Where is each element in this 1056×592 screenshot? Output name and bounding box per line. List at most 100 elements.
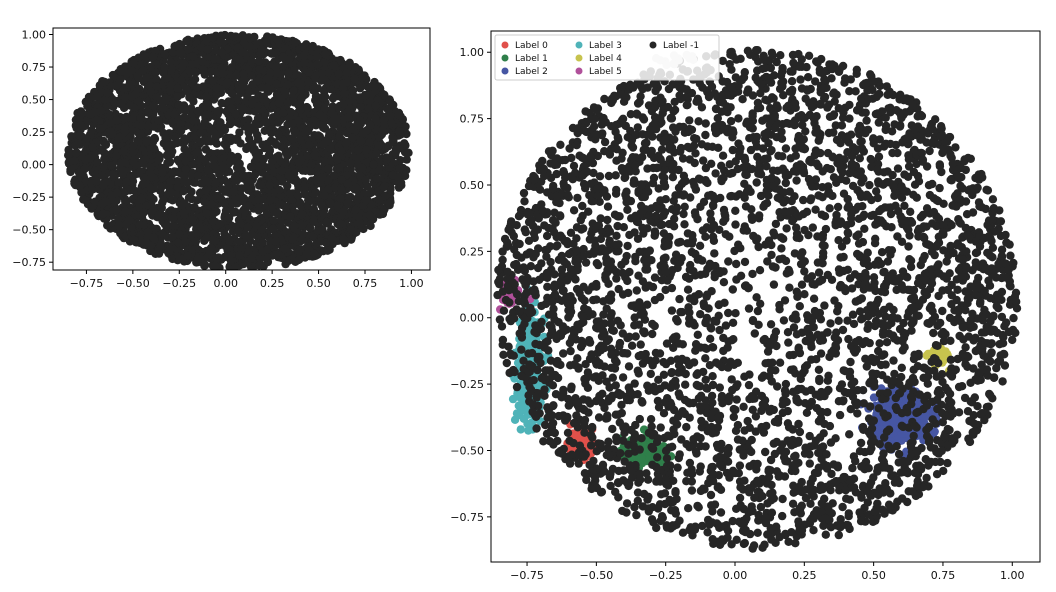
data-point: [235, 55, 244, 64]
data-point: [200, 236, 209, 245]
data-point: [272, 153, 281, 162]
data-point: [227, 103, 236, 113]
data-point: [107, 161, 116, 170]
data-point: [176, 48, 186, 58]
data-point: [225, 115, 235, 124]
data-point: [362, 145, 371, 154]
data-point: [352, 183, 361, 193]
data-point: [72, 149, 81, 158]
data-point: [136, 114, 146, 123]
data-point: [198, 57, 207, 66]
data-point: [386, 111, 395, 121]
data-point: [111, 205, 121, 215]
data-point: [195, 164, 204, 173]
data-point: [238, 48, 247, 57]
data-point: [168, 221, 178, 230]
data-point: [143, 228, 153, 237]
data-point: [380, 90, 389, 100]
data-point: [339, 235, 348, 244]
data-point: [129, 157, 138, 167]
data-point: [309, 217, 318, 226]
data-point: [354, 192, 364, 201]
data-point: [122, 177, 131, 187]
data-point: [150, 144, 159, 153]
data-point: [277, 166, 286, 176]
data-point: [249, 32, 259, 42]
data-point: [247, 71, 256, 80]
data-point: [343, 199, 352, 208]
data-point: [147, 172, 157, 182]
data-point: [365, 211, 374, 220]
data-point: [254, 162, 264, 172]
data-point: [254, 56, 264, 66]
data-point: [351, 62, 360, 72]
data-point: [97, 171, 107, 180]
data-point: [304, 140, 314, 149]
data-point: [269, 216, 278, 225]
data-point: [221, 206, 231, 215]
data-point: [346, 225, 356, 234]
data-point: [300, 58, 309, 68]
data-point: [229, 187, 238, 197]
data-point: [337, 175, 346, 184]
data-point: [157, 182, 166, 192]
data-point: [152, 82, 161, 92]
scatter-chart-right: −0.75 −0.50 −0.25 0.00 0.25 0.50 0.75 1.001.000…: [450, 30, 1041, 582]
data-point: [395, 164, 404, 173]
data-point: [384, 105, 393, 114]
data-point: [205, 247, 214, 256]
data-point: [173, 84, 182, 93]
data-point: [322, 217, 331, 227]
data-point: [346, 158, 355, 168]
data-point: [310, 249, 319, 259]
data-point: [77, 109, 87, 118]
y-tick-label: 1.00: [22, 29, 47, 42]
data-point: [335, 132, 344, 141]
data-point: [200, 175, 209, 184]
data-point: [244, 247, 253, 256]
data-point: [262, 84, 272, 93]
data-point: [389, 135, 398, 144]
data-point: [93, 158, 102, 167]
data-point: [170, 110, 179, 119]
data-point: [317, 201, 326, 210]
data-point: [201, 156, 210, 165]
data-point: [305, 223, 315, 233]
data-point: [182, 36, 191, 46]
data-point: [231, 110, 240, 119]
data-point: [291, 127, 300, 136]
data-point: [211, 179, 220, 188]
data-point: [175, 229, 184, 239]
data-point: [265, 77, 274, 86]
data-point: [346, 192, 355, 202]
data-point: [183, 178, 192, 187]
data-point: [212, 254, 221, 263]
data-point: [231, 135, 240, 144]
data-point: [232, 117, 241, 127]
data-point: [173, 92, 182, 101]
data-point: [206, 67, 216, 77]
data-point: [96, 106, 106, 116]
data-point: [217, 185, 227, 194]
data-point: [165, 245, 175, 254]
data-point: [340, 89, 349, 99]
data-point: [200, 197, 209, 207]
data-point: [336, 219, 345, 229]
data-point: [76, 120, 85, 130]
data-point: [114, 133, 123, 143]
data-point: [206, 137, 216, 146]
data-point: [217, 98, 226, 108]
data-point: [269, 224, 278, 233]
data-point: [210, 54, 219, 64]
data-point: [168, 233, 177, 242]
data-point: [178, 62, 187, 71]
data-point: [156, 96, 166, 106]
data-point: [242, 183, 251, 192]
data-point: [138, 66, 148, 75]
data-point: [215, 219, 224, 229]
data-point: [326, 156, 335, 165]
data-point: [353, 145, 362, 155]
data-point: [185, 93, 194, 102]
data-point: [637, 453, 646, 463]
data-point: [197, 43, 206, 52]
